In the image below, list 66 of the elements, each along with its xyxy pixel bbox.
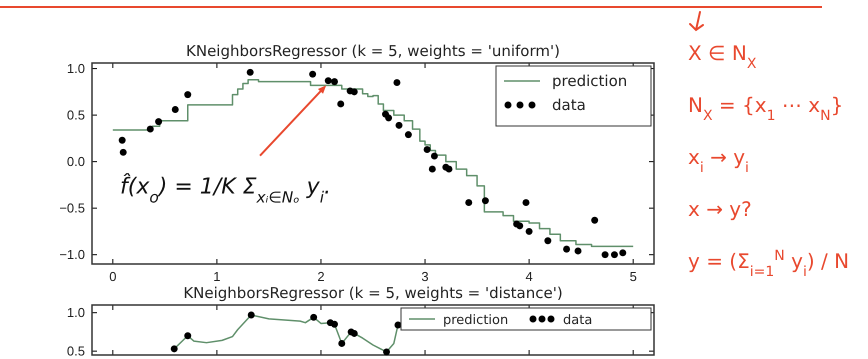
point xyxy=(526,228,533,235)
point xyxy=(170,345,178,352)
point xyxy=(610,251,618,258)
point xyxy=(172,106,179,113)
text: y = (Σ$_{i=1}$$^{N}$ y$_{i}$) / N xyxy=(688,248,850,280)
text: x$_{i}$ → y$_{i}$ xyxy=(688,145,749,176)
y-tick-label: 1.0 xyxy=(66,60,85,76)
point xyxy=(331,320,338,328)
point xyxy=(445,166,452,173)
point xyxy=(310,314,318,321)
chart-title: KNeighborsRegressor (k = 5, weights = 'uniform') xyxy=(186,42,560,60)
y-tick-label: 0.5 xyxy=(66,107,85,122)
point xyxy=(184,332,192,340)
point xyxy=(516,222,524,230)
annotation: f̂(x$_{o}$) = 1/K Σ$_{xᵢ∈Nₒ}$ y$_{i}$. xyxy=(120,172,331,207)
point xyxy=(428,166,436,173)
point xyxy=(522,199,530,206)
point xyxy=(118,136,126,144)
x-tick-label: 3 xyxy=(421,269,429,284)
y-tick-label: −0.5 xyxy=(59,200,85,216)
point xyxy=(544,237,552,244)
point xyxy=(482,197,489,204)
point xyxy=(393,79,400,86)
point xyxy=(619,249,626,256)
point xyxy=(309,70,316,78)
point xyxy=(394,322,402,328)
point xyxy=(383,348,390,356)
y-tick-label: −1.0 xyxy=(59,246,85,262)
point xyxy=(331,78,338,86)
legend-label: prediction xyxy=(443,313,508,328)
y-tick-label: 1.0 xyxy=(66,304,85,320)
x-tick-label: 4 xyxy=(525,269,533,284)
point xyxy=(424,146,431,154)
chart-title: KNeighborsRegressor (k = 5, weights = 'distance') xyxy=(183,284,563,302)
point xyxy=(563,246,570,253)
point xyxy=(120,148,127,156)
point xyxy=(602,251,609,258)
y-tick-label: 0.5 xyxy=(66,343,85,358)
point xyxy=(574,248,582,254)
point xyxy=(404,131,412,138)
x-tick-label: 2 xyxy=(317,269,325,284)
x-tick-label: 1 xyxy=(213,269,221,284)
x-tick-label: 0 xyxy=(109,269,116,284)
text: N$_{X}$ = {x$_{1}$ ⋯ x$_{N}$} xyxy=(688,93,844,124)
point xyxy=(385,114,392,122)
point xyxy=(350,88,358,96)
point xyxy=(465,199,472,206)
point xyxy=(155,118,162,126)
point xyxy=(337,100,344,108)
point xyxy=(591,216,598,224)
point xyxy=(248,312,255,318)
y-tick-label: 0.0 xyxy=(66,154,85,169)
legend-label: data xyxy=(552,96,586,114)
point xyxy=(324,77,332,84)
point xyxy=(246,68,254,76)
text: x → y? xyxy=(688,197,752,221)
x-tick-label: 5 xyxy=(630,269,637,284)
text: X ∈ N$_{X}$ xyxy=(688,41,757,72)
point xyxy=(350,330,358,337)
legend-label: prediction xyxy=(552,72,628,90)
legend-label: data xyxy=(563,313,592,328)
point xyxy=(146,126,154,133)
point xyxy=(430,152,438,160)
point xyxy=(184,91,192,98)
point xyxy=(396,122,402,129)
point xyxy=(338,340,346,347)
